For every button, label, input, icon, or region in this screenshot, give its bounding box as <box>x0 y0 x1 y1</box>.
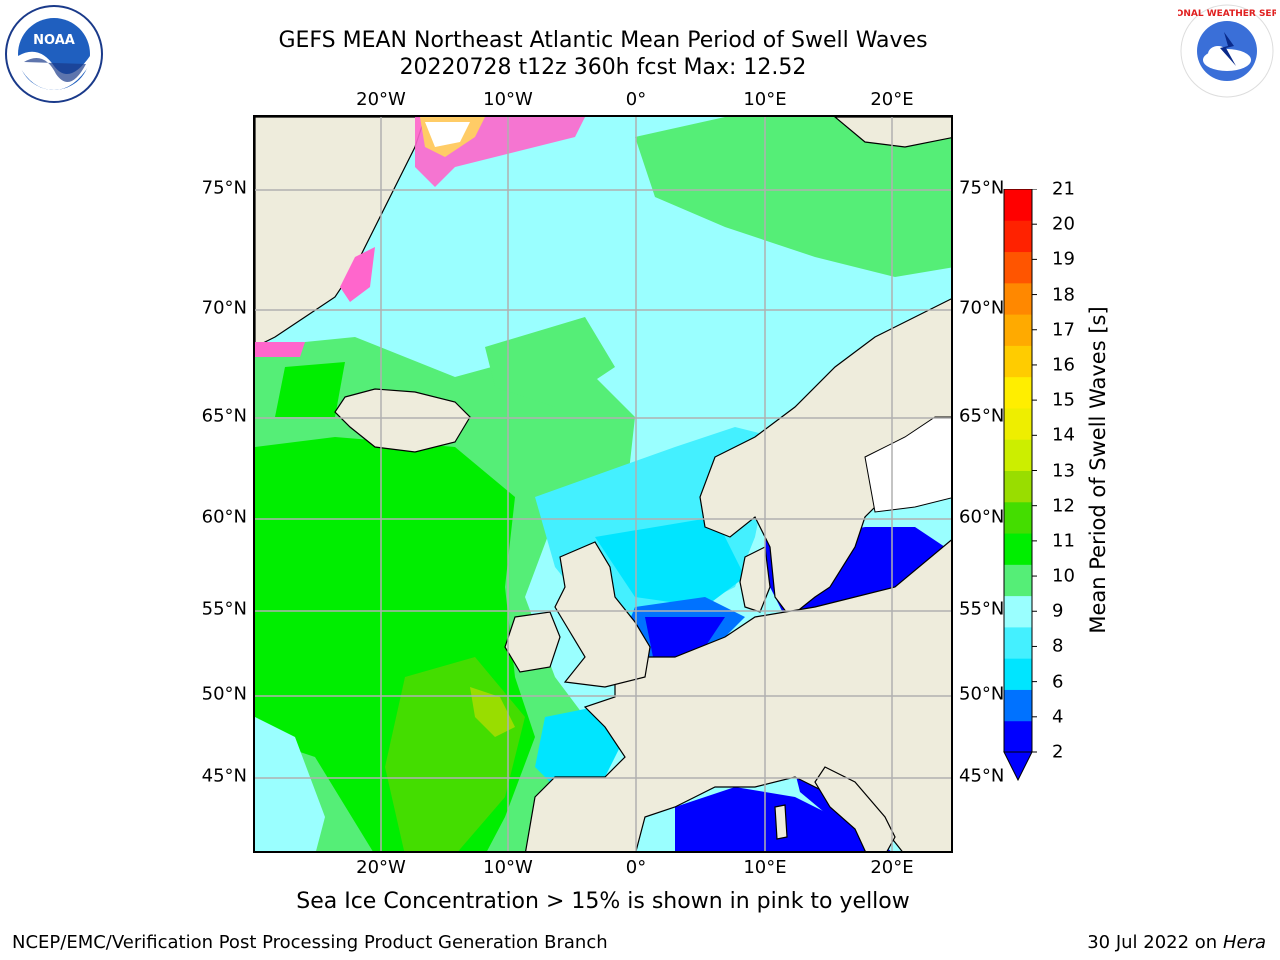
nws-logo-text: NATIONAL WEATHER SERVICE <box>1178 9 1276 19</box>
svalbard-land <box>834 117 951 148</box>
colorbar-tick-label: 21 <box>1052 178 1075 200</box>
norwegian-sea-green <box>485 317 615 407</box>
sea-ice-note: Sea Ice Concentration > 15% is shown in … <box>296 889 910 914</box>
skagerrak-cyan <box>595 517 745 607</box>
noaa-logo: NOAA <box>4 4 104 104</box>
sea-ice-white <box>425 122 470 147</box>
colorbar-swatch <box>1004 376 1032 409</box>
sea-ice-denmark-strait <box>255 342 305 357</box>
lon-label-bottom-10e: 10°E <box>743 857 787 878</box>
lat-label-left-50n: 50°N <box>201 683 247 705</box>
lat-label-right-75n: 75°N <box>959 177 1005 199</box>
colorbar-tick-label: 4 <box>1052 706 1064 728</box>
colorbar-swatch <box>1004 251 1032 284</box>
lat-label-left-55n: 55°N <box>201 598 247 620</box>
footer-machine: Hera <box>1222 932 1266 953</box>
colorbar-tick-label: 18 <box>1052 284 1075 306</box>
colorbar-swatch <box>1004 220 1032 253</box>
arctic-green-patch <box>635 117 951 277</box>
colorbar <box>1003 188 1038 787</box>
lon-label-bottom-20w: 20°W <box>356 857 406 878</box>
colorbar-swatch <box>1004 470 1032 503</box>
lon-label-top-0: 0° <box>625 89 647 110</box>
swell-period-map <box>253 115 953 853</box>
swell-zone-12-13s <box>470 687 515 737</box>
lat-label-left-45n: 45°N <box>201 765 247 787</box>
national-weather-service-logo: NATIONAL WEATHER SERVICE <box>1152 2 1280 100</box>
colorbar-tick-label: 16 <box>1052 354 1075 376</box>
colorbar-tick-label: 13 <box>1052 460 1075 481</box>
colorbar-tick-label: 14 <box>1052 424 1075 446</box>
colorbar-swatch <box>1004 189 1032 221</box>
chart-subtitle: 20220728 t12z 360h fcst Max: 12.52 <box>399 55 807 80</box>
denmark-strait-green <box>275 362 345 417</box>
iceland-land <box>334 388 471 453</box>
colorbar-tick-label: 20 <box>1052 213 1075 235</box>
colorbar-swatch <box>1004 658 1032 690</box>
lon-label-top-20e: 20°E <box>870 89 914 110</box>
colorbar-tick-label: 15 <box>1052 389 1075 411</box>
sea-ice-east-greenland <box>340 247 375 302</box>
lat-label-left-65n: 65°N <box>201 405 247 427</box>
italy-land <box>814 766 896 851</box>
svg-text:NOAA: NOAA <box>33 33 75 48</box>
colorbar-swatch <box>1004 595 1032 628</box>
colorbar-tick-label: 8 <box>1052 635 1064 657</box>
colorbar-tick-label: 9 <box>1052 600 1064 622</box>
colorbar-tick-label: 6 <box>1052 671 1064 693</box>
colorbar-tick-label: 10 <box>1052 565 1075 587</box>
colorbar-swatch <box>1004 501 1032 534</box>
colorbar-tick-label: 19 <box>1052 248 1075 270</box>
colorbar-swatch <box>1004 407 1032 440</box>
colorbar-label: Mean Period of Swell Waves [s] <box>1086 306 1110 634</box>
west-edge-light <box>255 717 325 851</box>
lat-label-right-65n: 65°N <box>959 405 1005 427</box>
bothnia-white <box>864 416 951 513</box>
colorbar-swatch <box>1004 720 1032 753</box>
colorbar-tick-label: 12 <box>1052 495 1075 517</box>
lon-label-top-10e: 10°E <box>743 89 787 110</box>
colorbar-swatch <box>1004 626 1032 659</box>
graticule <box>255 117 951 851</box>
chart-title: GEFS MEAN Northeast Atlantic Mean Period… <box>278 28 928 53</box>
colorbar-swatch <box>1004 345 1032 378</box>
colorbar-swatch <box>1004 439 1032 471</box>
lat-label-right-55n: 55°N <box>959 598 1005 620</box>
colorbar-tick-label: 11 <box>1052 530 1075 552</box>
lat-label-right-45n: 45°N <box>959 765 1005 787</box>
channel-low <box>645 617 725 667</box>
colorbar-swatch <box>1004 282 1032 315</box>
corsica-land <box>774 804 788 840</box>
colorbar-swatch <box>1004 314 1032 346</box>
lat-label-right-50n: 50°N <box>959 683 1005 705</box>
ireland-land <box>504 611 561 673</box>
lat-label-left-75n: 75°N <box>201 177 247 199</box>
lat-label-left-70n: 70°N <box>201 297 247 319</box>
colorbar-tick-label: 2 <box>1052 741 1064 763</box>
colorbar-tick-label: 17 <box>1052 319 1075 341</box>
footer-credit: NCEP/EMC/Verification Post Processing Pr… <box>12 932 608 953</box>
lon-label-bottom-0: 0° <box>625 857 647 878</box>
lon-label-top-20w: 20°W <box>356 89 406 110</box>
lat-label-left-60n: 60°N <box>201 506 247 528</box>
colorbar-extend-min <box>1003 751 1033 782</box>
lon-label-bottom-10w: 10°W <box>483 857 533 878</box>
bay-of-biscay <box>535 707 625 797</box>
lat-label-right-70n: 70°N <box>959 297 1005 319</box>
colorbar-swatch <box>1004 689 1032 722</box>
footer-date: 30 Jul 2022 on Hera <box>1087 932 1266 953</box>
lon-label-bottom-20e: 20°E <box>870 857 914 878</box>
lon-label-top-10w: 10°W <box>483 89 533 110</box>
lat-label-right-60n: 60°N <box>959 506 1005 528</box>
footer-date-text: 30 Jul 2022 on <box>1087 932 1223 953</box>
scandinavia-land <box>699 298 951 618</box>
colorbar-swatch <box>1004 533 1032 565</box>
colorbar-swatch <box>1004 564 1032 597</box>
